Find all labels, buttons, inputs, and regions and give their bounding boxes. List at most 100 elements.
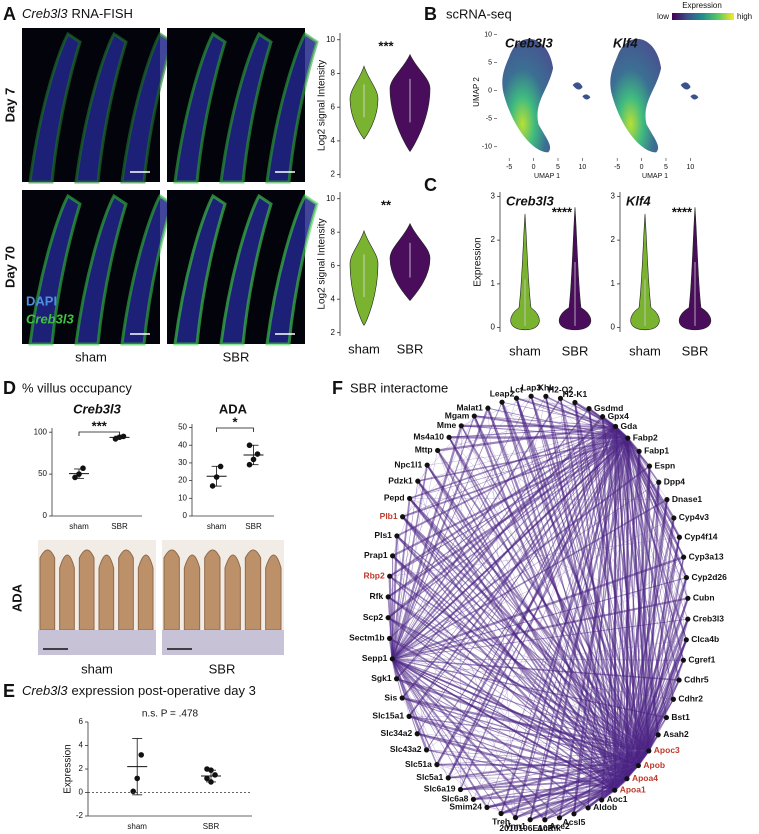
data-point	[217, 463, 224, 470]
edge	[387, 437, 629, 619]
villus	[204, 549, 221, 631]
data-point	[76, 471, 82, 477]
node-label: Treh	[492, 817, 510, 827]
panel-title: scRNA-seq	[446, 6, 512, 21]
edge	[448, 437, 687, 578]
edge	[402, 697, 639, 767]
edge	[417, 415, 475, 482]
edge	[392, 555, 639, 767]
edge	[461, 396, 532, 426]
y-tick-label: 5	[488, 59, 492, 66]
node-label: H2-Q2	[548, 385, 573, 395]
edge	[529, 789, 616, 821]
node	[406, 713, 412, 719]
edge	[426, 749, 639, 766]
node	[663, 714, 670, 721]
edge	[627, 438, 674, 519]
node-label: Sgk1	[371, 673, 392, 683]
edge	[500, 437, 629, 814]
node	[636, 448, 642, 454]
x-tick-label: 10	[578, 164, 586, 171]
edge	[387, 617, 410, 717]
edge	[460, 438, 628, 790]
villus	[74, 193, 128, 346]
node-label: Slc51a	[405, 759, 432, 769]
edge	[516, 397, 590, 409]
node-label: Cyp2d26	[691, 572, 727, 582]
node	[434, 762, 440, 768]
edge	[391, 437, 629, 660]
edge	[460, 425, 462, 790]
y-tick-label: -2	[76, 811, 84, 820]
edge	[436, 750, 649, 765]
villus	[265, 193, 319, 346]
node-label: Apoa4	[632, 773, 658, 783]
y-tick-label: 2	[331, 170, 336, 179]
column-label: sham	[75, 349, 107, 364]
edge	[392, 658, 639, 767]
x-tick-label: sham	[69, 522, 89, 531]
node-label: Vnn1	[505, 821, 526, 831]
edge	[637, 451, 640, 766]
edge	[417, 480, 639, 766]
y-tick-label: 6	[331, 102, 336, 111]
node-label: Cyp4v3	[679, 512, 710, 522]
panel-label: C	[424, 175, 437, 195]
violin	[510, 213, 540, 331]
node-label: Ace	[537, 823, 553, 833]
node	[655, 732, 661, 738]
edge	[408, 497, 640, 767]
micrograph	[22, 28, 174, 184]
node-label: Lct	[510, 384, 523, 394]
x-axis-label: UMAP 1	[642, 173, 668, 180]
node	[572, 399, 578, 406]
edge	[449, 436, 628, 440]
micrograph	[22, 190, 174, 346]
panel-label: B	[424, 4, 437, 24]
edge	[448, 639, 687, 779]
umap-cluster	[572, 82, 591, 100]
x-tick-label: 5	[556, 164, 560, 171]
node	[512, 815, 519, 821]
node-label: Slc6a8	[441, 794, 468, 804]
node-label: H2-K1	[563, 389, 588, 399]
y-tick-label: 0	[488, 87, 492, 94]
node-label: Mgam	[445, 410, 470, 420]
node	[683, 574, 690, 581]
significance: ****	[552, 204, 573, 219]
edge	[637, 466, 651, 766]
edge	[461, 425, 628, 439]
gene-name: Creb3l3	[22, 6, 68, 21]
x-tick-label: sham	[509, 343, 541, 358]
edge	[501, 402, 684, 661]
node-label: Npc1l1	[394, 459, 422, 469]
chart-title: ADA	[219, 401, 248, 416]
edge	[402, 516, 628, 779]
significance: ***	[92, 418, 108, 433]
y-axis-label: Expression	[63, 744, 74, 793]
edge	[501, 402, 628, 779]
y-tick-label: 10	[178, 493, 187, 502]
edge	[637, 577, 688, 766]
significance-bracket	[216, 427, 254, 432]
edge	[638, 557, 684, 766]
edge	[391, 535, 398, 659]
node-label: Apob	[643, 760, 665, 770]
node-label: Mttp	[415, 445, 433, 455]
node	[471, 413, 477, 419]
y-tick-label: 50	[38, 469, 47, 478]
title-text: expression post-operative day 3	[72, 683, 256, 698]
villus	[74, 31, 128, 184]
edge	[392, 396, 547, 659]
y-tick-label: 8	[331, 69, 336, 78]
legend-low: low	[657, 12, 669, 21]
node	[389, 656, 395, 662]
y-tick-label: 10	[326, 194, 335, 203]
edge	[426, 557, 684, 751]
edge	[417, 398, 517, 734]
y-tick-label: 0	[491, 323, 496, 332]
data-point	[213, 474, 220, 480]
edge	[487, 408, 639, 766]
edge	[392, 437, 629, 557]
edge	[460, 777, 628, 791]
